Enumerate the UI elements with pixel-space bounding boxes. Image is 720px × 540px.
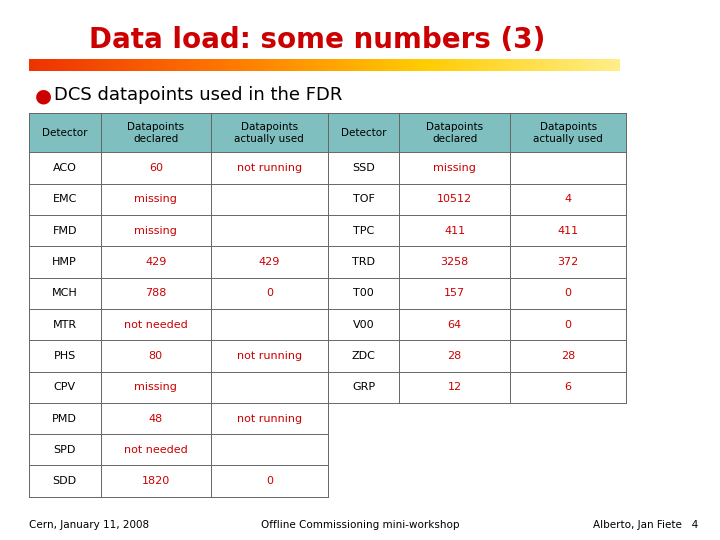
Text: ZDC: ZDC — [351, 351, 375, 361]
Text: TPC: TPC — [353, 226, 374, 235]
Text: TOF: TOF — [353, 194, 374, 204]
Text: not needed: not needed — [124, 320, 188, 329]
Text: SSD: SSD — [352, 163, 375, 173]
Text: 12: 12 — [448, 382, 462, 392]
Text: PHS: PHS — [53, 351, 76, 361]
Text: Datapoints
declared: Datapoints declared — [127, 122, 184, 144]
Text: Datapoints
declared: Datapoints declared — [426, 122, 483, 144]
Text: not running: not running — [237, 163, 302, 173]
Text: 6: 6 — [564, 382, 572, 392]
Text: 0: 0 — [266, 476, 273, 486]
Text: 429: 429 — [145, 257, 166, 267]
Text: ACO: ACO — [53, 163, 76, 173]
Text: not running: not running — [237, 414, 302, 423]
Text: not running: not running — [237, 351, 302, 361]
Text: 64: 64 — [448, 320, 462, 329]
Text: SPD: SPD — [53, 445, 76, 455]
Text: PMD: PMD — [53, 414, 77, 423]
Text: T00: T00 — [353, 288, 374, 298]
Text: EMC: EMC — [53, 194, 77, 204]
Text: 80: 80 — [149, 351, 163, 361]
Text: 28: 28 — [447, 351, 462, 361]
Text: 28: 28 — [561, 351, 575, 361]
Text: 1820: 1820 — [142, 476, 170, 486]
Text: 60: 60 — [149, 163, 163, 173]
Text: Cern, January 11, 2008: Cern, January 11, 2008 — [29, 520, 149, 530]
Text: 0: 0 — [564, 320, 572, 329]
Text: missing: missing — [135, 226, 177, 235]
Text: MCH: MCH — [52, 288, 78, 298]
Text: 0: 0 — [266, 288, 273, 298]
Text: 10512: 10512 — [437, 194, 472, 204]
Text: missing: missing — [135, 194, 177, 204]
Text: Alberto, Jan Fiete   4: Alberto, Jan Fiete 4 — [593, 520, 698, 530]
Text: not needed: not needed — [124, 445, 188, 455]
Text: missing: missing — [433, 163, 476, 173]
Text: 411: 411 — [444, 226, 465, 235]
Text: 3258: 3258 — [441, 257, 469, 267]
Text: Data load: some numbers (3): Data load: some numbers (3) — [89, 26, 545, 54]
Text: 157: 157 — [444, 288, 465, 298]
Text: SDD: SDD — [53, 476, 77, 486]
Text: TRD: TRD — [352, 257, 375, 267]
Text: MTR: MTR — [53, 320, 77, 329]
Text: Detector: Detector — [341, 128, 386, 138]
Text: ●: ● — [35, 86, 52, 105]
Text: Offline Commissioning mini-workshop: Offline Commissioning mini-workshop — [261, 520, 459, 530]
Text: 48: 48 — [148, 414, 163, 423]
Text: Datapoints
actually used: Datapoints actually used — [235, 122, 305, 144]
Text: 429: 429 — [258, 257, 280, 267]
Text: 411: 411 — [557, 226, 579, 235]
Text: HMP: HMP — [53, 257, 77, 267]
Text: CPV: CPV — [53, 382, 76, 392]
Text: 0: 0 — [564, 288, 572, 298]
Text: Detector: Detector — [42, 128, 87, 138]
Text: missing: missing — [135, 382, 177, 392]
Text: FMD: FMD — [53, 226, 77, 235]
Text: Datapoints
actually used: Datapoints actually used — [534, 122, 603, 144]
Text: 788: 788 — [145, 288, 166, 298]
Text: DCS datapoints used in the FDR: DCS datapoints used in the FDR — [54, 86, 343, 104]
Text: 372: 372 — [557, 257, 579, 267]
Text: GRP: GRP — [352, 382, 375, 392]
Text: V00: V00 — [353, 320, 374, 329]
Text: 4: 4 — [564, 194, 572, 204]
